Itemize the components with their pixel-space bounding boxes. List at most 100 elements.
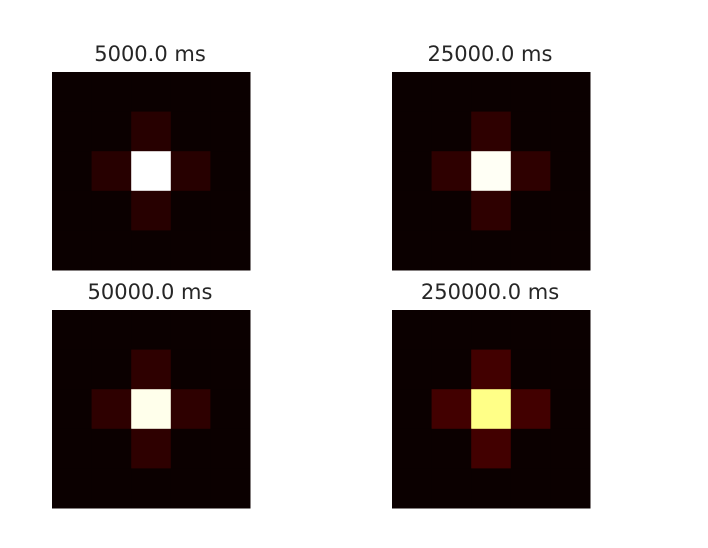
heatmap-cell — [131, 72, 172, 113]
heatmap-cell — [471, 310, 512, 351]
panel-2-cells — [392, 72, 591, 271]
heatmap-cell — [170, 72, 211, 113]
heatmap-cell — [131, 428, 172, 469]
heatmap-cell — [52, 151, 93, 192]
heatmap-cell — [170, 230, 211, 271]
heatmap-cell — [550, 389, 591, 430]
heatmap-cell — [392, 428, 433, 469]
heatmap-cell — [510, 310, 551, 351]
panel-3-cells — [52, 310, 251, 509]
heatmap-cell — [170, 349, 211, 390]
heatmap-cell — [510, 72, 551, 113]
heatmap-cell — [52, 190, 93, 231]
heatmap-cell — [510, 428, 551, 469]
heatmap-cell — [170, 190, 211, 231]
heatmap-cell — [210, 72, 251, 113]
heatmap-cell — [510, 151, 551, 192]
heatmap-cell — [210, 428, 251, 469]
heatmap-cell — [210, 151, 251, 192]
heatmap-cell — [550, 111, 591, 152]
heatmap-cell — [52, 230, 93, 271]
heatmap-cell — [210, 111, 251, 152]
heatmap-cell — [471, 468, 512, 509]
heatmap-cell — [131, 151, 172, 192]
heatmap-cell — [510, 230, 551, 271]
heatmap-cell — [431, 310, 472, 351]
heatmap-cell — [210, 310, 251, 351]
panel-3: 50000.0 ms — [52, 280, 251, 509]
heatmap-cell — [131, 389, 172, 430]
heatmap-cell — [550, 151, 591, 192]
heatmap-cell — [131, 190, 172, 231]
panel-4-cells — [392, 310, 591, 509]
heatmap-cell — [131, 468, 172, 509]
heatmap-cell — [170, 310, 211, 351]
heatmap-cell — [170, 151, 211, 192]
heatmap-cell — [550, 230, 591, 271]
heatmap-cell — [392, 72, 433, 113]
heatmap-cell — [91, 111, 132, 152]
heatmap-cell — [431, 468, 472, 509]
panel-1: 5000.0 ms — [52, 42, 251, 271]
panel-1-cells — [52, 72, 251, 271]
heatmap-cell — [471, 111, 512, 152]
panel-2: 25000.0 ms — [392, 42, 591, 271]
heatmap-cell — [52, 389, 93, 430]
heatmap-cell — [210, 468, 251, 509]
heatmap-cell — [91, 230, 132, 271]
heatmap-cell — [210, 389, 251, 430]
heatmap-cell — [131, 111, 172, 152]
heatmap-cell — [392, 468, 433, 509]
heatmap-cell — [550, 468, 591, 509]
heatmap-cell — [170, 428, 211, 469]
heatmap-cell — [431, 389, 472, 430]
heatmap-cell — [210, 190, 251, 231]
heatmap-cell — [131, 349, 172, 390]
heatmap-cell — [431, 428, 472, 469]
panel-4-title: 250000.0 ms — [421, 280, 559, 304]
heatmap-cell — [52, 349, 93, 390]
heatmap-cell — [510, 190, 551, 231]
heatmap-cell — [392, 190, 433, 231]
heatmap-cell — [210, 349, 251, 390]
heatmap-cell — [91, 468, 132, 509]
heatmap-cell — [91, 349, 132, 390]
heatmap-cell — [392, 349, 433, 390]
heatmap-cell — [52, 428, 93, 469]
heatmap-cell — [392, 230, 433, 271]
heatmap-cell — [91, 72, 132, 113]
heatmap-cell — [471, 389, 512, 430]
heatmap-cell — [431, 111, 472, 152]
panel-4: 250000.0 ms — [392, 280, 591, 509]
heatmap-cell — [550, 190, 591, 231]
heatmap-cell — [170, 111, 211, 152]
heatmap-cell — [392, 111, 433, 152]
heatmap-cell — [91, 310, 132, 351]
heatmap-cell — [431, 151, 472, 192]
heatmap-cell — [431, 230, 472, 271]
heatmap-cell — [471, 190, 512, 231]
heatmap-cell — [392, 310, 433, 351]
heatmap-cell — [431, 190, 472, 231]
heatmap-cell — [550, 428, 591, 469]
panel-1-title: 5000.0 ms — [94, 42, 206, 66]
heatmap-cell — [392, 151, 433, 192]
heatmap-cell — [471, 72, 512, 113]
heatmap-cell — [510, 389, 551, 430]
heatmap-cell — [510, 111, 551, 152]
heatmap-cell — [131, 230, 172, 271]
heatmap-cell — [510, 468, 551, 509]
heatmap-cell — [392, 389, 433, 430]
heatmap-cell — [91, 151, 132, 192]
heatmap-cell — [170, 389, 211, 430]
heatmap-cell — [550, 72, 591, 113]
heatmap-cell — [170, 468, 211, 509]
heatmap-cell — [431, 72, 472, 113]
heatmap-cell — [471, 230, 512, 271]
heatmap-cell — [91, 428, 132, 469]
panel-2-title: 25000.0 ms — [428, 42, 553, 66]
heatmap-cell — [550, 349, 591, 390]
heatmap-cell — [52, 468, 93, 509]
heatmap-cell — [210, 230, 251, 271]
